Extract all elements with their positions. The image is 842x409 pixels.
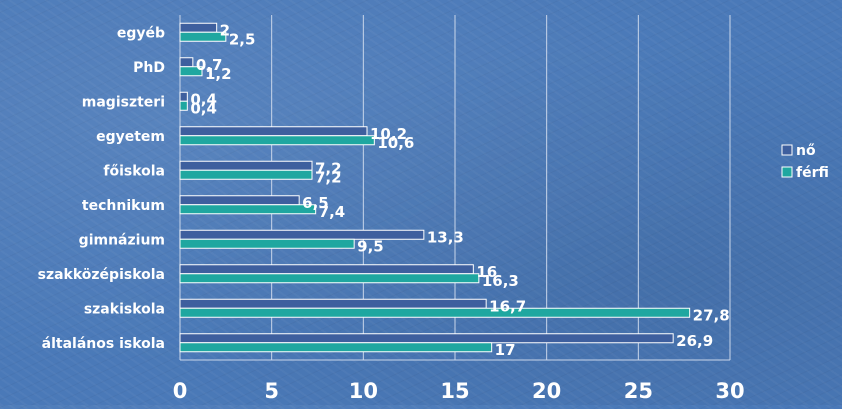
- x-tick-label: 5: [264, 379, 279, 403]
- bar-ferfi: [179, 169, 313, 180]
- data-label: 13,3: [427, 228, 464, 246]
- data-label: 27,8: [693, 306, 730, 324]
- bar-no: [179, 57, 194, 68]
- category-label: PhD: [133, 60, 165, 76]
- bar-no: [179, 22, 218, 33]
- data-label: 16: [476, 263, 497, 281]
- data-label: 0,4: [190, 99, 217, 117]
- bar-no: [179, 91, 188, 102]
- category-label: általános iskola: [42, 336, 165, 352]
- data-label: 10,2: [370, 125, 407, 143]
- bar-ferfi: [179, 31, 227, 42]
- category-label: főiskola: [103, 163, 165, 179]
- data-label: 6,5: [302, 194, 329, 212]
- bar-no: [179, 229, 425, 240]
- legend-label: nő: [796, 143, 816, 159]
- bar-ferfi: [179, 135, 375, 146]
- bars: [179, 22, 691, 353]
- category-label: szakiskola: [84, 301, 165, 317]
- category-label: gimnázium: [79, 232, 165, 248]
- data-label: 2,5: [229, 30, 256, 48]
- data-label: 9,5: [357, 237, 384, 255]
- category-label: szakközépiskola: [38, 267, 165, 283]
- bar-no: [179, 126, 368, 137]
- bar-no: [179, 195, 300, 206]
- bar-no: [179, 298, 487, 309]
- category-labels: általános iskola szakiskola szakközépiskol…: [38, 25, 165, 352]
- category-label: technikum: [82, 198, 165, 214]
- data-label: 7,2: [315, 168, 342, 186]
- category-label: egyéb: [117, 25, 165, 41]
- bar-no: [179, 160, 313, 171]
- category-label: egyetem: [96, 129, 165, 145]
- legend: nő férfi: [781, 143, 829, 181]
- x-tick-label: 10: [349, 379, 378, 403]
- bar-ferfi: [179, 273, 480, 284]
- bar-ferfi: [179, 66, 203, 77]
- bar-no: [179, 264, 474, 275]
- data-label: 10,6: [377, 134, 414, 152]
- data-label: 26,9: [676, 332, 713, 350]
- bar-ferfi: [179, 238, 355, 249]
- data-label: 17: [495, 341, 516, 359]
- legend-swatch: [781, 144, 793, 156]
- data-label: 0,4: [190, 90, 217, 108]
- bar-ferfi: [179, 307, 691, 318]
- bar-ferfi: [179, 100, 188, 111]
- x-tick-label: 25: [624, 379, 653, 403]
- data-label: 0,7: [196, 56, 223, 74]
- bar-no: [179, 333, 674, 344]
- gridlines: [179, 15, 731, 361]
- data-label: 1,2: [205, 65, 232, 83]
- data-label: 16,7: [489, 297, 526, 315]
- category-label: magiszteri: [82, 94, 165, 110]
- data-label: 2: [220, 21, 230, 39]
- data-label: 7,4: [319, 203, 346, 221]
- data-label: 16,3: [482, 272, 519, 290]
- legend-label: férfi: [796, 165, 829, 181]
- bar-ferfi: [179, 342, 493, 353]
- data-label: 7,2: [315, 159, 342, 177]
- x-axis-ticks: 0 5 10 15 20 25 30: [173, 379, 745, 403]
- x-tick-label: 30: [715, 379, 744, 403]
- x-tick-label: 20: [532, 379, 561, 403]
- x-tick-label: 0: [173, 379, 188, 403]
- legend-swatch: [781, 166, 793, 178]
- x-tick-label: 15: [440, 379, 469, 403]
- bar-ferfi: [179, 204, 317, 215]
